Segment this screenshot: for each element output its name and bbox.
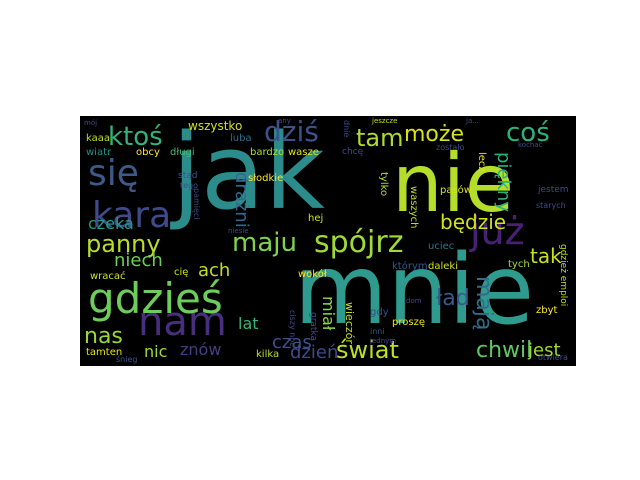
word-dzien: dzień — [290, 342, 339, 363]
word-kaaa: kaaa — [86, 133, 110, 144]
word-kochac: kochać — [518, 141, 543, 149]
word-wieczor: wieczór — [343, 302, 356, 344]
word-czas: czas — [272, 332, 312, 353]
word-waszych: waszych — [408, 186, 419, 229]
word-ach: ach — [198, 260, 231, 281]
word-panny: panny — [86, 230, 161, 258]
word-lat: lat — [238, 314, 259, 333]
word-wszystko: wszystko — [188, 119, 243, 133]
word-luba: luba — [230, 133, 252, 144]
word-czeka: czeka — [88, 214, 134, 233]
word-chce: chcę — [342, 147, 364, 157]
word-slodkie: słodkie — [248, 173, 284, 184]
word-mnie: mnie — [294, 234, 535, 346]
word-zbyt: zbyt — [536, 305, 558, 316]
word-inni: inni — [370, 327, 385, 336]
word-chwil: chwil — [476, 338, 533, 363]
word-jak: jak — [172, 116, 325, 233]
word-dlugi: długi — [170, 147, 195, 158]
word-niech: niech — [114, 250, 163, 271]
word-spojrz: spójrz — [314, 225, 404, 260]
word-wracac: wracać — [90, 271, 126, 282]
word-nie: nie — [392, 137, 515, 230]
word-gdzies: gdzieś — [88, 274, 223, 323]
word-tam: tam — [356, 124, 404, 152]
word-wasze: wasze — [288, 147, 319, 158]
word-tylko: tylko — [378, 172, 389, 197]
word-cos: coś — [506, 118, 550, 148]
word-any: any — [278, 117, 291, 125]
word-ktorym: którym — [392, 261, 428, 272]
word-dnie: dnie — [342, 120, 351, 138]
word-ciszy-noc: ciszy noc — [288, 310, 297, 347]
word-bardzo: bardzo — [250, 147, 285, 158]
word-juz: już — [470, 209, 525, 253]
word-snieg: śnieg — [116, 355, 138, 364]
word-kara: kara — [92, 195, 172, 236]
word-otwiera: otwiera — [538, 353, 568, 362]
word-mial: miał — [319, 296, 338, 331]
word-prosze: proszę — [392, 317, 425, 328]
word-wokol: wokół — [298, 269, 327, 280]
word-nam: nam — [138, 299, 227, 345]
word-stad: stąd — [178, 171, 198, 181]
word-piekny: piękny — [493, 152, 514, 212]
word-hej: hej — [308, 213, 324, 224]
word-niesie: niesie — [228, 227, 249, 235]
word-tych: tych — [508, 259, 530, 270]
word-jednym: jednym — [370, 337, 397, 345]
word-bedzie: będzie — [440, 210, 507, 234]
word-gdziez-emploi: gdzież emploi — [558, 244, 568, 307]
word-pasow: pasów — [440, 185, 472, 196]
word-zostalo: zostało — [436, 143, 465, 152]
word-gratka: gratka — [308, 312, 318, 342]
word-nas: nas — [84, 324, 123, 349]
word-znow: znów — [180, 340, 222, 359]
word-daleki: daleki — [428, 261, 458, 272]
word-pamieci: pamięci — [192, 188, 201, 220]
word-dzis: dziś — [264, 116, 319, 148]
word-jestem: jestem — [538, 185, 569, 195]
word-sie: się — [88, 153, 139, 194]
word-wiatr: wiatr — [86, 147, 112, 158]
word-nic: nic — [144, 342, 168, 361]
word-tak: tak — [530, 244, 562, 268]
word-jeszcze: jeszcze — [372, 117, 398, 125]
word-jest: jest — [528, 340, 561, 361]
word-uciec: uciec — [428, 241, 455, 252]
word-tamten: tamten — [86, 347, 123, 358]
word-moj: mój — [84, 119, 98, 127]
word-dom: dom — [406, 297, 422, 305]
word-cie: cię — [174, 267, 189, 278]
word-maju: maju — [232, 228, 297, 258]
word-cloud: jak nie mnie nam gdzieś już kara się maj… — [80, 116, 576, 366]
word-drazni: drażni — [231, 172, 252, 228]
word-ktos: ktoś — [108, 122, 163, 152]
word-maja: mają — [471, 276, 496, 331]
word-ja: ja... — [466, 117, 479, 125]
word-kilka: kilka — [256, 349, 280, 360]
word-obcy: obcy — [136, 147, 160, 158]
word-tego: tego — [180, 181, 199, 190]
word-lecz: lecz — [476, 152, 487, 172]
word-moze: może — [404, 122, 464, 147]
word-gdy: gdy — [370, 307, 389, 318]
word-starych: starych — [536, 201, 566, 210]
word-swiat: świat — [336, 336, 399, 364]
word-lad: ład — [436, 286, 470, 311]
